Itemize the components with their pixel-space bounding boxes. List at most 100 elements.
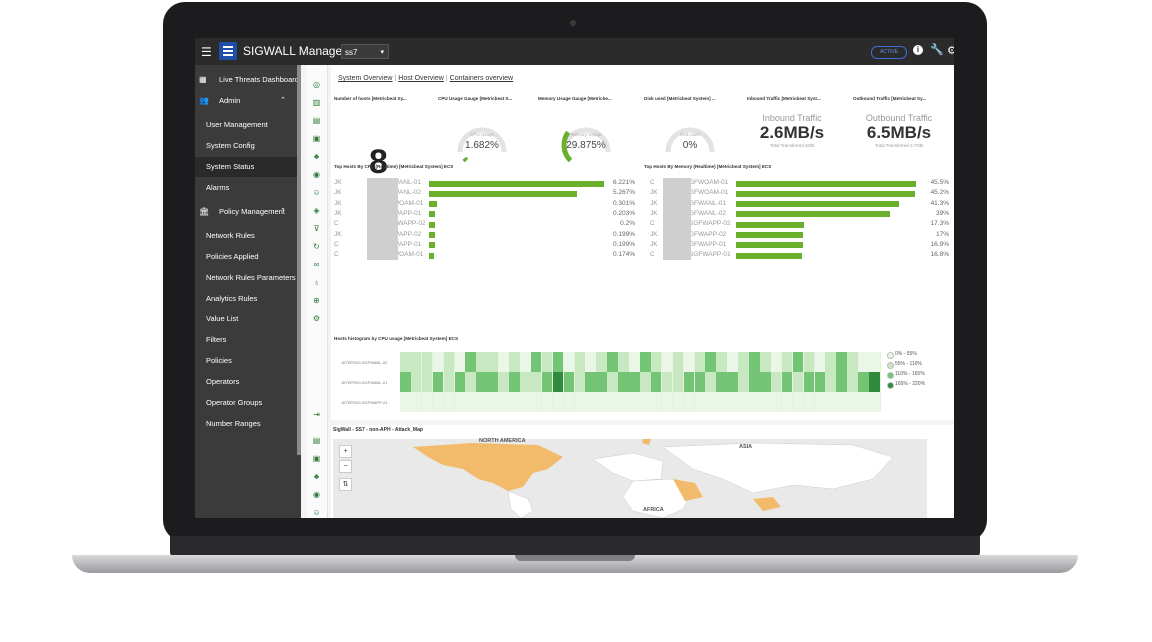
zoom-out-button[interactable]: −	[339, 460, 352, 473]
host-prefix: C	[334, 220, 339, 228]
filter-icon[interactable]: ⊽	[313, 224, 320, 233]
sidebar-item-operators[interactable]: Operators	[195, 372, 297, 392]
histogram-cell	[574, 352, 587, 372]
host-value: 5.267%	[612, 189, 635, 197]
legend-item: 0% - 55%	[895, 351, 917, 357]
hamburger-menu-icon[interactable]: ☰	[201, 45, 212, 59]
globe-icon[interactable]: ◉	[313, 490, 320, 499]
disk-gauge-label: Disk used	[680, 132, 700, 137]
sidebar-item-value-list[interactable]: Value List	[195, 309, 297, 329]
settings-icon[interactable]: ⚙	[312, 314, 321, 323]
refresh-icon[interactable]: ↻	[313, 242, 320, 251]
histogram-row-label: JKTBTR03-SGFWANL-02	[341, 360, 388, 365]
host-name: GFWANL-01	[689, 199, 726, 207]
user-icon[interactable]: ☺	[312, 188, 321, 197]
globe-icon[interactable]: ◉	[313, 170, 320, 179]
collapse-icon[interactable]: ⇥	[313, 410, 320, 419]
location-icon[interactable]: ♁	[313, 278, 320, 287]
tab-containers-overview[interactable]: Containers overview	[449, 75, 514, 82]
histogram-cell	[683, 372, 696, 392]
bar-chart-icon[interactable]: ▥	[312, 98, 321, 107]
host-name: GFWANL-01	[384, 179, 421, 186]
host-name: GFWOAM-01	[689, 179, 729, 186]
histogram-cell	[760, 352, 772, 372]
memory-gauge	[561, 127, 611, 163]
histogram-cell	[847, 392, 859, 412]
host-bar	[429, 232, 435, 238]
host-value: 17%	[935, 230, 949, 238]
map-label-north-america: NORTH AMERICA	[479, 438, 526, 444]
histogram-cell	[803, 352, 816, 372]
host-bar	[429, 180, 604, 187]
sidebar-item-network-rules-parameters[interactable]: Network Rules Parameters	[195, 268, 297, 288]
table-icon[interactable]: ▤	[312, 436, 321, 445]
tab-host-overview[interactable]: Host Overview	[398, 75, 444, 82]
calendar-icon[interactable]: ▣	[312, 134, 321, 143]
outbound-traffic-label: Outbound Traffic	[865, 113, 933, 123]
memory-gauge-title: Memory Usage Gauge [Metricbe...	[538, 96, 612, 101]
compass-icon[interactable]: ◎	[313, 80, 320, 89]
sidebar-item-live-threats[interactable]: ▦ Live Threats Dashboard	[195, 70, 299, 90]
histogram-cell	[618, 392, 630, 412]
sidebar-item-system-config[interactable]: System Config	[195, 136, 297, 156]
settings-icon[interactable]: ⚙	[947, 45, 954, 57]
sidebar-item-number-ranges[interactable]: Number Ranges	[195, 414, 297, 434]
memory-gauge-arc	[561, 130, 573, 163]
sidebar-item-label: Live Threats Dashboard	[219, 75, 299, 84]
world-map	[413, 439, 894, 518]
fit-bounds-button[interactable]: ⇅	[339, 478, 352, 491]
host-value: 0.199%	[612, 230, 635, 238]
histogram-cell	[803, 392, 816, 412]
sidebar-item-analytics-rules[interactable]: Analytics Rules	[195, 289, 297, 309]
sidebar-scrollbar[interactable]	[297, 65, 301, 455]
sidebar: ▦ Live Threats Dashboard 👥 Admin ⌃ User …	[195, 65, 301, 518]
sidebar-item-policy-management[interactable]: 🏛 Policy Management ⌃	[195, 202, 297, 222]
host-prefix: JK	[334, 179, 342, 186]
histogram-cell	[683, 352, 696, 372]
attack-map[interactable]: NORTH AMERICA ASIA AFRICA + − ⇅	[333, 438, 927, 518]
users-icon[interactable]: ♣	[313, 472, 320, 481]
north-america-shape	[413, 443, 563, 491]
wrench-icon[interactable]: 🔧	[930, 44, 944, 56]
sidebar-item-operator-groups[interactable]: Operator Groups	[195, 393, 297, 413]
link-icon[interactable]: ∞	[313, 260, 320, 269]
host-value: 41.3%	[930, 199, 949, 207]
user-icon[interactable]: ☺	[312, 508, 321, 517]
sidebar-item-policies-applied[interactable]: Policies Applied	[195, 247, 297, 267]
sidebar-item-system-status[interactable]: System Status	[195, 157, 297, 177]
network-icon[interactable]: ⊕	[313, 296, 320, 305]
calendar-icon[interactable]: ▣	[312, 454, 321, 463]
histogram-cell	[825, 352, 837, 372]
cpu-gauge-label: CPU Usage	[470, 132, 494, 137]
histogram-cell	[552, 372, 565, 392]
camera	[570, 20, 576, 26]
histogram-cell	[454, 352, 467, 372]
histogram-cell	[585, 392, 597, 412]
zoom-in-button[interactable]: +	[339, 445, 352, 458]
histogram-cell	[476, 392, 488, 412]
sidebar-item-alarms[interactable]: Alarms	[195, 178, 297, 198]
host-name: GFWAPP-01	[384, 209, 422, 217]
histogram-cell	[640, 392, 652, 412]
info-icon[interactable]: i	[913, 45, 923, 55]
environment-select[interactable]: ss7 ▾	[341, 44, 389, 59]
sidebar-item-user-management[interactable]: User Management	[195, 115, 297, 135]
tab-system-overview[interactable]: System Overview	[338, 75, 393, 82]
histogram-cell	[509, 352, 521, 372]
sidebar-item-filters[interactable]: Filters	[195, 330, 297, 350]
histogram-cell	[432, 392, 445, 412]
histogram-cell	[509, 372, 521, 392]
histogram-cell	[781, 372, 794, 392]
dashboard-panel: System Overview | Host Overview | Containers…	[331, 65, 954, 420]
histogram-cell	[650, 352, 663, 372]
sidebar-item-network-rules[interactable]: Network Rules	[195, 226, 297, 246]
histogram-cell	[520, 372, 532, 392]
host-prefix: C	[334, 251, 339, 259]
sidebar-item-admin[interactable]: 👥 Admin ⌃	[195, 91, 297, 111]
histogram-cell	[836, 372, 848, 392]
middle-east-shape	[673, 479, 703, 501]
users-icon[interactable]: ♣	[313, 152, 320, 161]
shield-icon[interactable]: ◈	[313, 206, 320, 215]
sidebar-item-policies[interactable]: Policies	[195, 351, 297, 371]
table-icon[interactable]: ▤	[312, 116, 321, 125]
